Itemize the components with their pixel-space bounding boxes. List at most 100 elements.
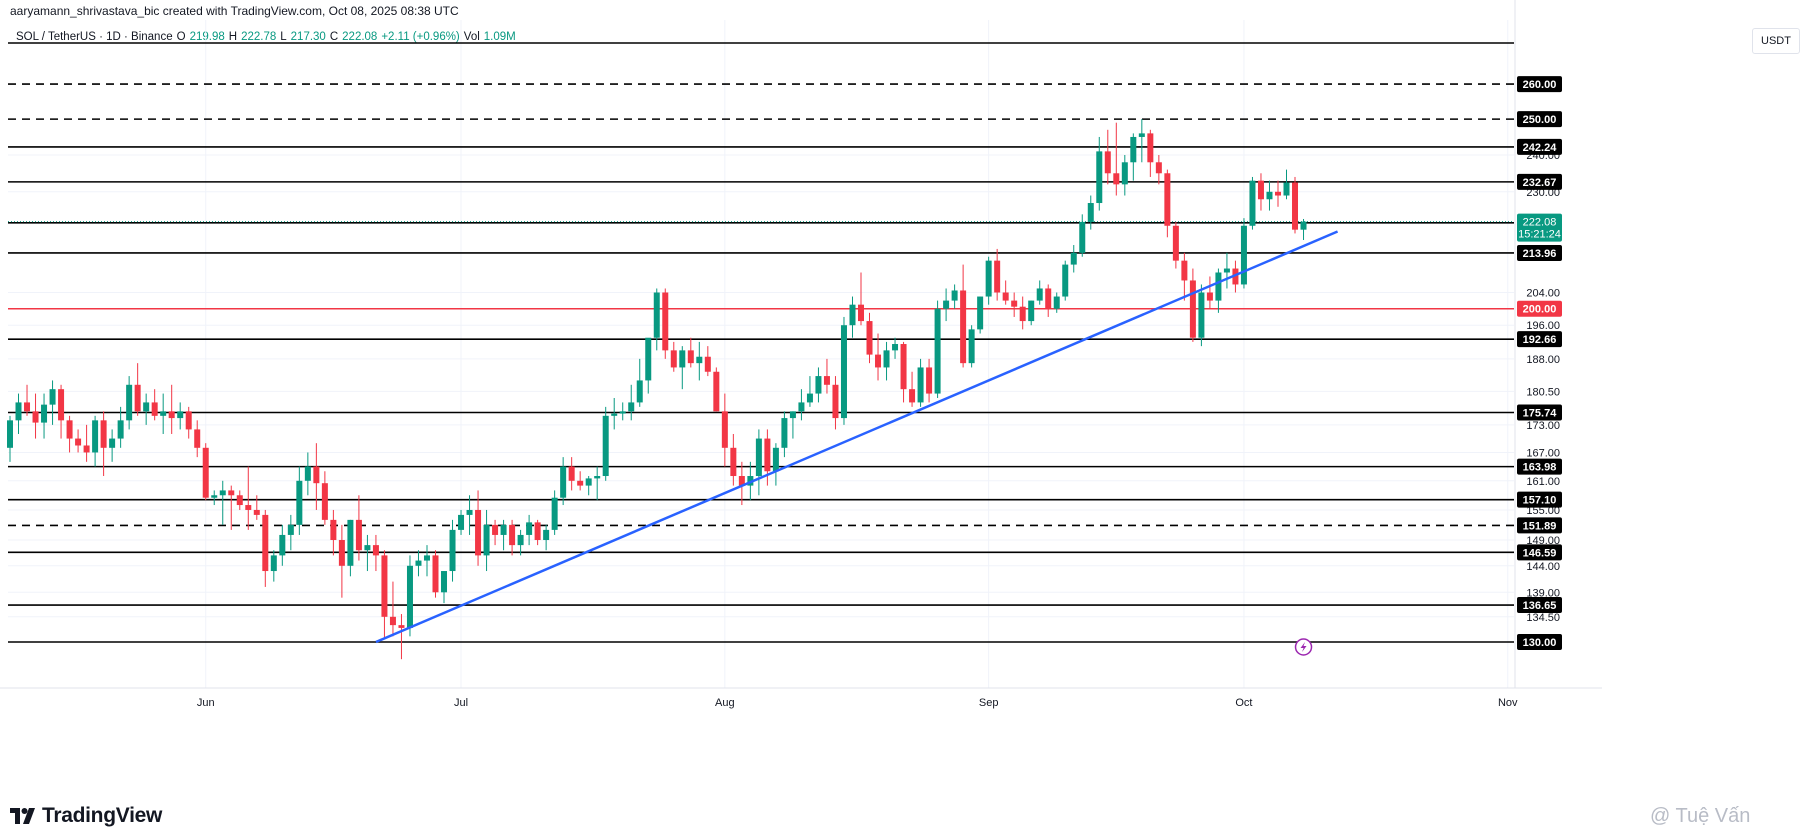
candle[interactable] <box>670 341 677 372</box>
candle[interactable] <box>1147 129 1154 177</box>
candle[interactable] <box>245 466 252 530</box>
candle[interactable] <box>1002 280 1009 305</box>
candle[interactable] <box>1155 155 1162 185</box>
candle[interactable] <box>1172 221 1179 269</box>
candle[interactable] <box>917 358 924 407</box>
candle[interactable] <box>1019 296 1026 330</box>
candle[interactable] <box>1274 180 1281 207</box>
candle[interactable] <box>423 545 430 577</box>
candle[interactable] <box>636 358 643 407</box>
candle[interactable] <box>823 358 830 394</box>
candle[interactable] <box>849 296 856 338</box>
candle[interactable] <box>534 519 541 546</box>
candle[interactable] <box>126 376 133 430</box>
candle[interactable] <box>338 524 345 598</box>
candle[interactable] <box>738 461 745 506</box>
candle[interactable] <box>526 514 533 546</box>
candle[interactable] <box>858 272 864 326</box>
candle[interactable] <box>372 534 379 572</box>
candle[interactable] <box>330 509 337 556</box>
candle[interactable] <box>1079 214 1086 257</box>
symbol-name[interactable]: SOL / TetherUS · 1D · Binance <box>16 31 173 43</box>
candle[interactable] <box>1257 173 1264 211</box>
time-axis[interactable]: Jun Jul Aug Sep Oct Nov <box>0 687 1602 709</box>
candle[interactable] <box>1130 133 1137 181</box>
candle[interactable] <box>441 571 448 604</box>
candle[interactable] <box>236 490 243 510</box>
candle[interactable] <box>41 393 48 439</box>
candle[interactable] <box>1198 284 1205 347</box>
candle[interactable] <box>406 555 413 637</box>
candle[interactable] <box>1249 176 1256 230</box>
candle[interactable] <box>381 550 388 640</box>
candle[interactable] <box>1096 136 1103 211</box>
candle[interactable] <box>287 514 294 551</box>
candle[interactable] <box>577 471 584 491</box>
candle[interactable] <box>389 581 396 637</box>
candle[interactable] <box>49 380 56 425</box>
candle[interactable] <box>1104 129 1111 185</box>
candle[interactable] <box>117 406 124 448</box>
candle[interactable] <box>1045 284 1052 317</box>
candle[interactable] <box>75 429 82 453</box>
candle[interactable] <box>594 466 601 501</box>
candle[interactable] <box>517 529 524 556</box>
candle[interactable] <box>483 509 490 572</box>
candle[interactable] <box>755 429 762 496</box>
candle[interactable] <box>866 312 873 364</box>
candle[interactable] <box>228 485 235 530</box>
candle[interactable] <box>313 443 320 510</box>
candle[interactable] <box>364 534 371 572</box>
candle[interactable] <box>347 519 354 577</box>
candle[interactable] <box>83 424 90 462</box>
candle[interactable] <box>696 341 703 381</box>
candle[interactable] <box>628 384 635 421</box>
candle[interactable] <box>1283 169 1290 200</box>
candle[interactable] <box>900 341 907 403</box>
candle[interactable] <box>926 358 933 403</box>
candle[interactable] <box>960 264 967 368</box>
ascending-trendline[interactable] <box>375 230 1339 644</box>
candle[interactable] <box>160 393 167 434</box>
candle[interactable] <box>909 371 916 407</box>
candle[interactable] <box>1206 276 1213 309</box>
candle[interactable] <box>832 376 839 430</box>
candle[interactable] <box>24 384 31 416</box>
candle[interactable] <box>730 433 737 486</box>
candle[interactable] <box>466 495 473 535</box>
candle[interactable] <box>211 490 218 506</box>
trendline-layer[interactable] <box>375 230 1339 644</box>
candle[interactable] <box>109 429 116 462</box>
candle[interactable] <box>1028 300 1035 326</box>
candle[interactable] <box>321 471 328 525</box>
candle[interactable] <box>15 393 22 434</box>
candle[interactable] <box>1223 252 1230 289</box>
candle[interactable] <box>475 490 482 566</box>
candle[interactable] <box>1240 218 1247 289</box>
candle[interactable] <box>951 284 958 309</box>
candle[interactable] <box>7 415 13 462</box>
candle[interactable] <box>883 341 890 381</box>
candle[interactable] <box>679 346 686 390</box>
candle[interactable] <box>994 248 1001 301</box>
candle[interactable] <box>968 325 975 368</box>
candle[interactable] <box>415 550 422 577</box>
candle[interactable] <box>270 550 277 582</box>
candle[interactable] <box>543 524 550 551</box>
candle[interactable] <box>1121 155 1128 196</box>
candle[interactable] <box>449 519 456 582</box>
candle[interactable] <box>721 393 728 467</box>
candle[interactable] <box>194 420 201 458</box>
candle[interactable] <box>279 524 286 566</box>
candle[interactable] <box>202 443 209 501</box>
candle[interactable] <box>1138 119 1145 163</box>
candle[interactable] <box>560 457 567 506</box>
candle[interactable] <box>704 346 711 377</box>
candle[interactable] <box>92 415 99 467</box>
candle[interactable] <box>815 367 822 403</box>
candle[interactable] <box>1087 195 1094 230</box>
candle[interactable] <box>253 495 260 520</box>
candle[interactable] <box>1232 260 1239 293</box>
candle[interactable] <box>185 406 192 439</box>
candle[interactable] <box>296 466 303 535</box>
